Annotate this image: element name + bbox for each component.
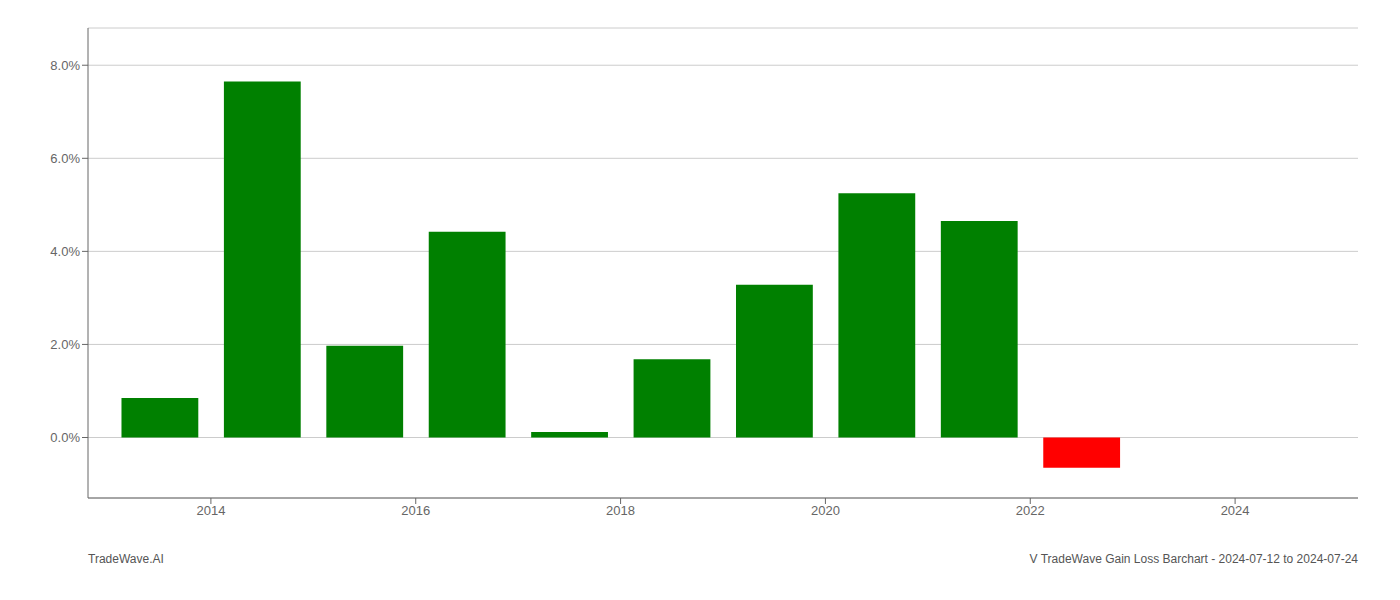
svg-text:2018: 2018 xyxy=(606,503,635,518)
svg-text:0.0%: 0.0% xyxy=(50,430,80,445)
svg-text:4.0%: 4.0% xyxy=(50,244,80,259)
svg-text:2016: 2016 xyxy=(401,503,430,518)
svg-text:2024: 2024 xyxy=(1221,503,1250,518)
svg-text:8.0%: 8.0% xyxy=(50,58,80,73)
html-text:TradeWave.AI: TradeWave.AI xyxy=(88,552,164,566)
svg-text:2.0%: 2.0% xyxy=(50,337,80,352)
svg-text:2014: 2014 xyxy=(196,503,225,518)
html-text:V TradeWave Gain Loss Barchart: V TradeWave Gain Loss Barchart - 2024-07… xyxy=(1029,552,1358,566)
svg-text:2020: 2020 xyxy=(811,503,840,518)
svg-text:2022: 2022 xyxy=(1016,503,1045,518)
svg-text:6.0%: 6.0% xyxy=(50,151,80,166)
